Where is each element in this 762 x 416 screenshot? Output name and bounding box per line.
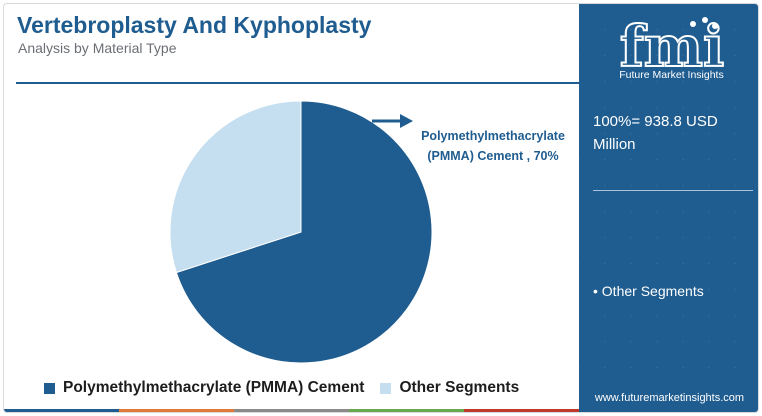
legend-label: Polymethylmethacrylate (PMMA) Cement [63, 379, 365, 396]
legend-label: Other Segments [399, 379, 520, 396]
strip-segment [119, 409, 234, 412]
side-panel-pattern [579, 4, 758, 412]
logo-text: fmi [620, 14, 725, 80]
strip-segment [234, 409, 349, 412]
fmi-logo: fmi [619, 14, 726, 81]
pie-slice-other-segments [169, 100, 302, 274]
chart-subtitle: Analysis by Material Type [18, 40, 177, 56]
pie-slice-pmma-cement [175, 100, 433, 364]
market-total: 100%= 938.8 USD Million [593, 113, 718, 153]
pie-slices [169, 100, 433, 364]
logo-subtitle: Future Market Insights [619, 69, 724, 81]
strip-segment [4, 409, 119, 412]
chart-legend: Polymethylmethacrylate (PMMA) Cement Othe… [44, 379, 519, 397]
header-divider [16, 82, 579, 84]
other-segments-note: • Other Segments [593, 283, 704, 299]
pmma-callout-label: Polymethylmethacrylate (PMMA) Cement , 7… [421, 129, 565, 163]
chart-title: Vertebroplasty And Kyphoplasty [17, 12, 372, 38]
legend-swatch [380, 382, 392, 394]
callout-arrow [372, 114, 413, 128]
legend-item-other-segments: Other Segments [380, 379, 519, 397]
website-link[interactable]: www.futuremarketinsights.com [594, 392, 745, 404]
strip-segment [464, 409, 579, 412]
strip-segment [349, 409, 464, 412]
legend-swatch [44, 382, 55, 394]
side-panel: fmi Future Market Insights 100%= 938.8 U… [579, 4, 758, 412]
panel-divider [593, 190, 753, 191]
bottom-color-strip [4, 409, 579, 412]
chart-card: Vertebroplasty And Kyphoplasty Analysis … [3, 3, 759, 413]
pie-chart [169, 100, 433, 364]
legend-item-pmma-cement: Polymethylmethacrylate (PMMA) Cement [44, 379, 364, 397]
